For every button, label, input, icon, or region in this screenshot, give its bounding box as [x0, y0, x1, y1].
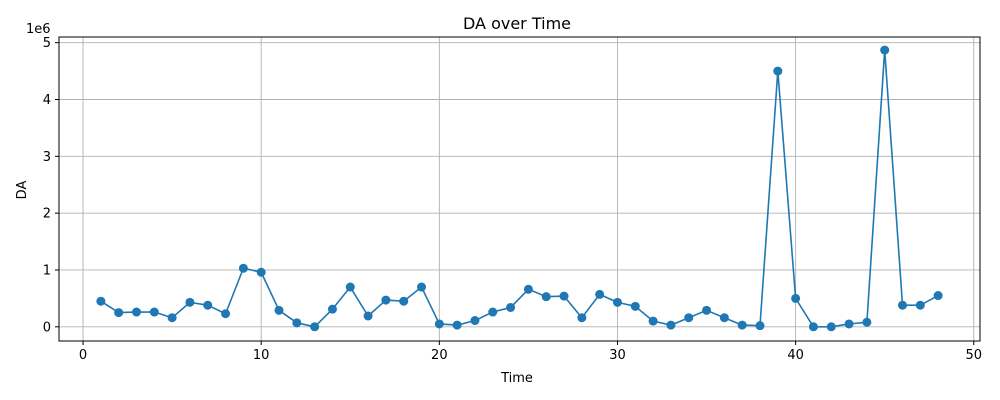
series: [96, 45, 943, 332]
data-point: [719, 313, 729, 323]
data-point: [559, 291, 569, 301]
data-point: [933, 291, 943, 301]
y-tick-label: 2: [43, 207, 51, 222]
data-point: [844, 319, 854, 329]
chart-title: DA over Time: [463, 14, 571, 33]
data-point: [345, 282, 355, 292]
data-point: [363, 311, 373, 321]
x-tick-label: 20: [431, 348, 448, 363]
x-tick-label: 30: [609, 348, 626, 363]
y-tick-label: 5: [43, 36, 51, 51]
data-point: [755, 321, 765, 331]
x-tick-label: 10: [253, 348, 270, 363]
data-point: [167, 313, 177, 323]
data-point: [506, 302, 516, 312]
data-point: [274, 305, 284, 315]
data-point: [417, 282, 427, 292]
plot-frame: [58, 36, 981, 342]
data-point: [434, 319, 444, 329]
x-axis-title: Time: [500, 371, 533, 386]
data-point: [452, 320, 462, 330]
data-point: [488, 307, 498, 317]
data-point: [541, 292, 551, 302]
data-point: [684, 313, 694, 323]
data-point: [612, 297, 622, 307]
data-point: [221, 309, 231, 319]
data-point: [256, 267, 266, 277]
data-point: [595, 289, 605, 299]
data-point: [470, 316, 480, 326]
axis-ticks: 0 10 20 30 40 50 0 1 2 3 4 5: [43, 36, 982, 363]
y-tick-label: 1: [43, 263, 51, 278]
data-point: [96, 296, 106, 306]
y-axis-title: DA: [15, 181, 30, 200]
data-point: [862, 317, 872, 327]
data-point: [149, 307, 159, 317]
data-point: [666, 320, 676, 330]
data-point: [648, 316, 658, 326]
data-point: [915, 300, 925, 310]
y-tick-label: 0: [43, 320, 51, 335]
data-point: [773, 66, 783, 76]
data-point: [292, 318, 302, 328]
data-point: [898, 300, 908, 310]
data-point: [399, 296, 409, 306]
data-point: [203, 300, 213, 310]
x-tick-label: 50: [965, 348, 982, 363]
data-point: [702, 305, 712, 315]
x-tick-label: 40: [787, 348, 804, 363]
data-point: [791, 293, 801, 303]
data-point: [238, 263, 248, 273]
data-point: [826, 322, 836, 332]
y-tick-label: 3: [43, 150, 51, 165]
grid: [59, 37, 980, 341]
data-point: [131, 307, 141, 317]
data-point: [310, 322, 320, 332]
data-point: [327, 304, 337, 314]
data-point: [577, 313, 587, 323]
data-point: [381, 295, 391, 305]
y-offset-label: 1e6: [26, 22, 51, 37]
data-point: [523, 284, 533, 294]
data-point: [880, 45, 890, 55]
data-point: [808, 322, 818, 332]
data-point: [630, 301, 640, 311]
data-point: [737, 320, 747, 330]
data-point: [114, 308, 124, 318]
y-tick-label: 4: [43, 93, 51, 108]
series-line: [100, 49, 939, 328]
x-tick-label: 0: [79, 348, 87, 363]
data-point: [185, 297, 195, 307]
